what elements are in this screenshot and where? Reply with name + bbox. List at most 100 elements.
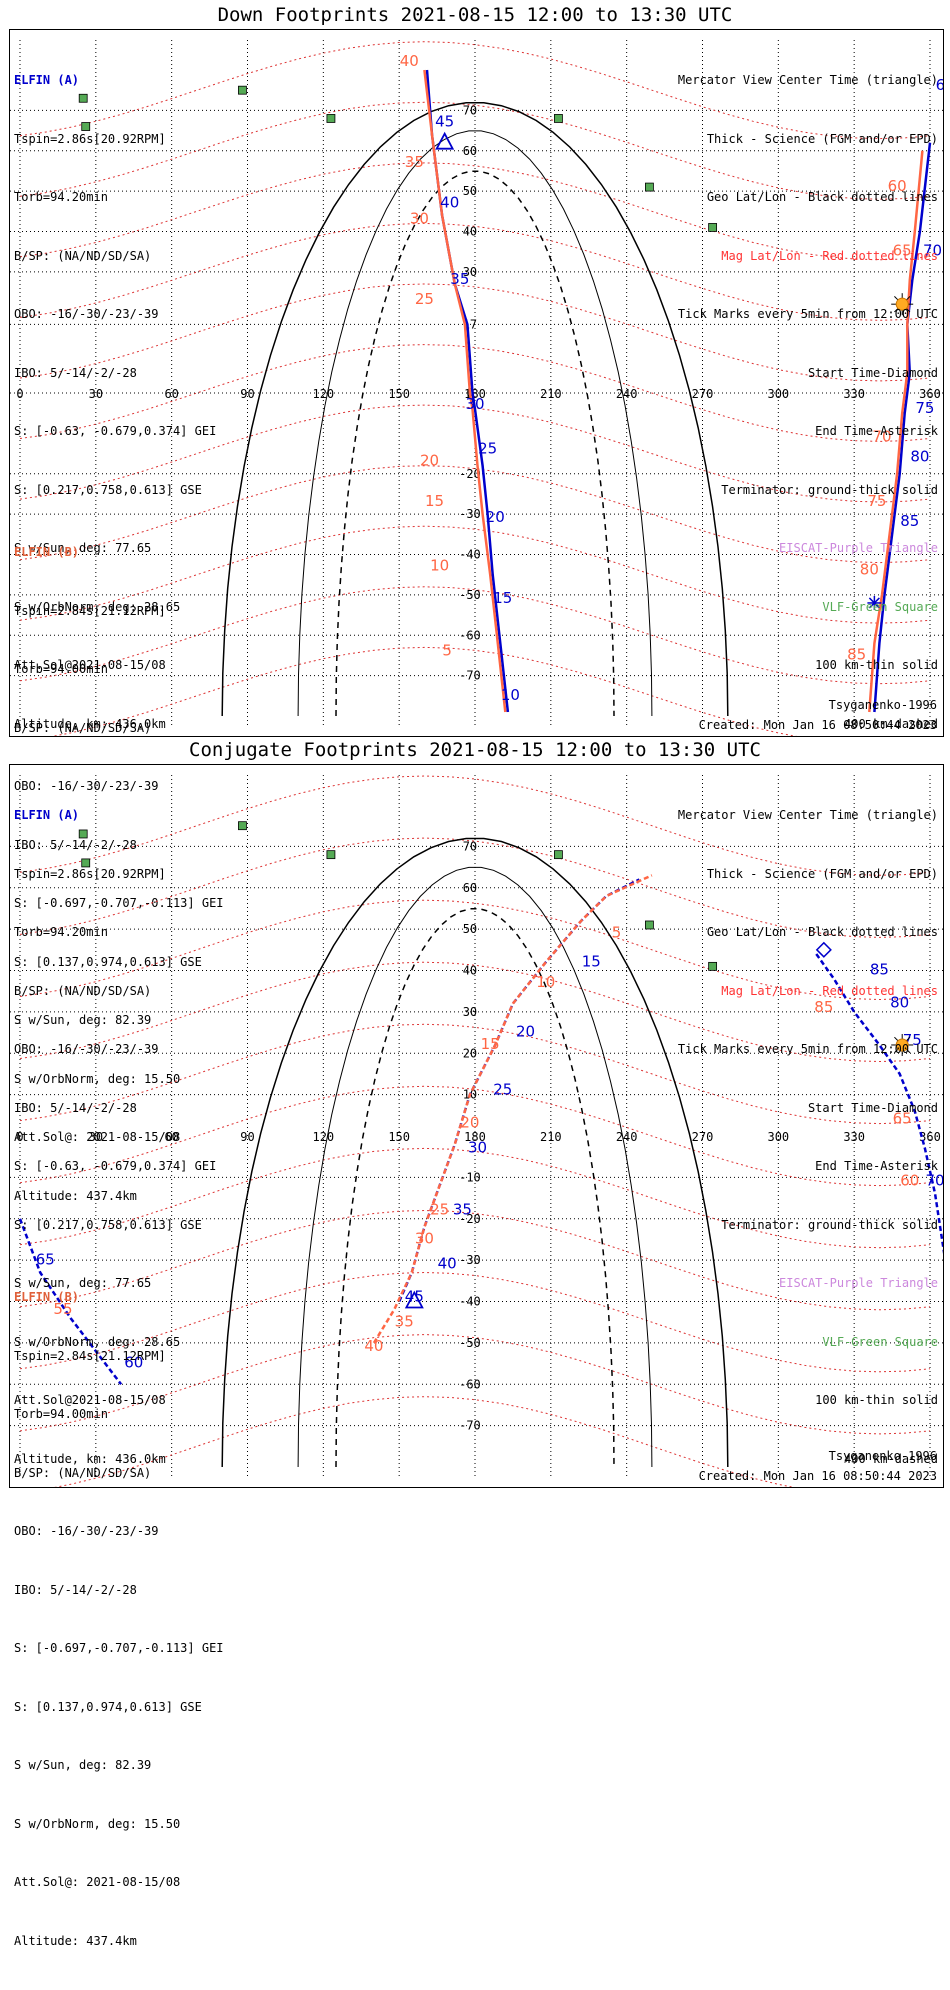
y-tick-label: -50 <box>459 1336 481 1350</box>
mag-parallel <box>19 1023 931 1125</box>
legend-start-time-conj: Start Time-Diamond <box>807 1100 938 1115</box>
x-tick-label: 90 <box>240 1130 254 1144</box>
elfin-a-time-tick: 15 <box>582 952 601 970</box>
sun-ray <box>894 1048 899 1054</box>
x-tick-label: 300 <box>767 1130 789 1144</box>
legend-mag-grid: Mag Lat/Lon - Red dotted lines <box>721 248 938 263</box>
mag-parallel <box>19 525 931 624</box>
y-tick-label: -30 <box>459 1253 481 1267</box>
vlf-station-marker <box>645 182 654 192</box>
legend-start-time: Start Time-Diamond <box>807 365 938 380</box>
elfin-a-time-tick: 80 <box>910 448 929 466</box>
legend-400km-conj: 400 km-dashed <box>844 1451 938 1466</box>
legend-geo-grid-conj: Geo Lat/Lon - Black dotted lines <box>706 925 938 939</box>
b-orbnorm: S w/OrbNorm, deg: 15.50 <box>14 1071 181 1086</box>
elfin-a-time-tick: 85 <box>870 961 889 979</box>
model-label: Tsyganenko-1996 <box>828 698 937 712</box>
created-label: Created: Mon Jan 16 08:50:44 2023 <box>698 718 937 732</box>
terminator-ground <box>221 837 729 1468</box>
conjugate-footprints-panel: 0 30 60 90 120 150 180 210 240 270 300 330 360 70 60 50… <box>9 764 944 1948</box>
b-altitude-conj: Altitude: 437.4km <box>14 1933 137 1948</box>
sun-ray <box>906 1036 911 1042</box>
elfin-b-time-tick: 75 <box>867 492 886 510</box>
elfin-a-info: ELFIN (A) Tspin=2.86s[20.92RPM] Torb=94.… <box>14 32 216 773</box>
y-tick-label: -60 <box>459 1377 481 1391</box>
elfin-b-time-tick: 55 <box>53 1300 72 1318</box>
b-sun: S w/Sun, deg: 82.39 <box>14 1013 152 1027</box>
x-tick-label: 240 <box>616 1130 638 1144</box>
terminator-400km <box>335 908 615 1468</box>
legend-100km: 100 km-thin solid <box>815 658 938 672</box>
elfin-b-time-tick: 80 <box>860 561 879 579</box>
mag-parallel <box>19 961 931 1063</box>
legend-end-time-conj: End Time-Asterisk <box>815 1159 938 1173</box>
elfin-a-time-tick: 30 <box>465 395 484 413</box>
x-tick-label: 0 <box>16 387 23 401</box>
elfin-b-time-tick: 60 <box>888 177 907 195</box>
y-tick-label: -30 <box>459 507 481 521</box>
b-gei-conj: S: [-0.697,-0.707,-0.113] GEI <box>14 1641 224 1655</box>
elfin-b-time-tick: 35 <box>395 1312 414 1330</box>
mag-parallel <box>19 283 931 382</box>
elfin-b-time-tick: 10 <box>536 973 555 991</box>
vlf-station-marker <box>78 93 88 103</box>
a-bsp-conj: B/SP: (NA/ND/SD/SA) <box>14 983 152 998</box>
center-time-triangle <box>404 1290 424 1309</box>
x-tick-label: 300 <box>767 387 789 401</box>
footprint-track <box>372 874 653 1344</box>
vlf-station-marker <box>708 961 718 971</box>
sun-ray <box>906 308 911 313</box>
b-attsol-conj: Att.Sol@: 2021-08-15/08 <box>14 1875 181 1889</box>
elfin-a-time-tick: 20 <box>516 1023 535 1041</box>
mag-parallel <box>19 465 931 564</box>
b-ibo: IBO: 5/-14/-2/-28 <box>14 837 137 852</box>
legend-down: Mercator View Center Time (triangle) Thi… <box>678 32 938 773</box>
a-gei: S: [-0.63, -0.679,0.374] GEI <box>14 424 217 438</box>
y-tick-label: -70 <box>459 1419 481 1433</box>
elfin-b-time-tick: 25 <box>415 290 434 308</box>
x-tick-label: 150 <box>388 1130 410 1144</box>
y-tick-label: -50 <box>459 588 481 602</box>
mag-parallel <box>19 837 931 938</box>
b-gse-conj: S: [0.137,0.974,0.613] GSE <box>14 1699 202 1714</box>
vlf-station-marker <box>708 223 718 232</box>
y-tick-label: -20 <box>459 1212 481 1226</box>
y-tick-label: 30 <box>463 1005 477 1019</box>
mag-parallel <box>54 1396 795 1487</box>
y-tick-label: -20 <box>459 467 481 481</box>
down-footprints-panel: 0 30 60 90 120 150 180 210 240 270 300 330 360 70 60 50… <box>9 29 944 1203</box>
elfin-a-time-tick: 30 <box>468 1139 487 1157</box>
elfin-a-time-tick: 70 <box>923 242 942 260</box>
elfin-b-time-tick: 20 <box>420 452 439 470</box>
y-tick-label: -40 <box>459 548 481 562</box>
elfin-b-time-tick: 40 <box>364 1337 383 1355</box>
a-sun: S w/Sun, deg: 77.65 <box>14 541 152 555</box>
elfin-b-time-tick: 30 <box>410 209 429 227</box>
x-tick-label: 60 <box>164 1130 178 1144</box>
mag-parallel <box>19 586 931 685</box>
a-altitude-conj: Altitude, km: 436.0km <box>14 1451 166 1466</box>
chart-title-conjugate: Conjugate Footprints 2021-08-15 12:00 to… <box>189 739 761 761</box>
elfin-a-time-tick: 20 <box>486 508 505 526</box>
footprint-track <box>868 150 924 713</box>
legend-geo-grid: Geo Lat/Lon - Black dotted lines <box>706 190 938 204</box>
y-tick-label: 40 <box>463 225 477 239</box>
y-tick-label: 20 <box>463 1046 477 1060</box>
elfin-a-time-tick: 15 <box>493 589 512 607</box>
elfin-b-time-tick: 85 <box>847 645 866 663</box>
elfin-a-time-tick: 10 <box>501 686 520 704</box>
sun-ray <box>894 296 899 301</box>
x-tick-label: 240 <box>616 387 638 401</box>
b-sun-conj: S w/Sun, deg: 82.39 <box>14 1758 152 1772</box>
elfin-b-time-tick: 30 <box>415 1230 434 1248</box>
legend-100km-conj: 100 km-thin solid <box>815 1393 938 1407</box>
x-tick-label: 120 <box>312 387 334 401</box>
mag-parallel <box>19 162 931 261</box>
y-tick-label: 50 <box>463 922 477 936</box>
legend-science: Thick - Science (FGM and/or EPD) <box>706 131 938 146</box>
a-gei-conj: S: [-0.63, -0.679,0.374] GEI <box>14 1159 217 1173</box>
x-tick-label: 30 <box>89 1130 103 1144</box>
legend-conj: Mercator View Center Time (triangle) Thi… <box>678 767 938 1508</box>
legend-tick-marks: Tick Marks every 5min from 12:00 UTC <box>677 307 938 321</box>
x-tick-label: 120 <box>312 1130 334 1144</box>
